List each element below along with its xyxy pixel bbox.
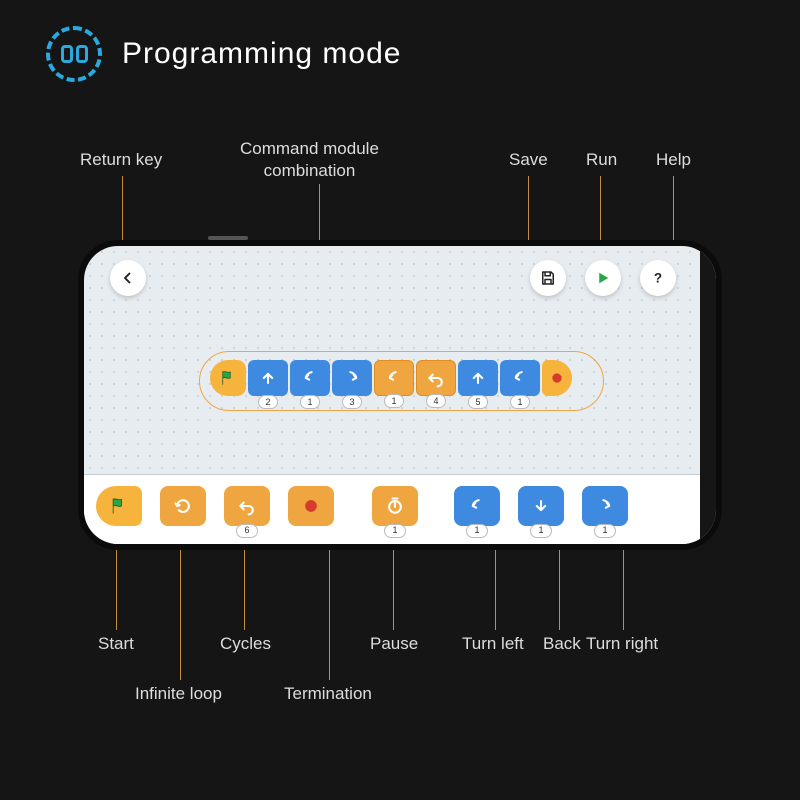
callout-turn-right: Turn right	[586, 634, 658, 654]
sequence-block-2[interactable]: 3	[332, 360, 372, 396]
callout-back: Back	[543, 634, 581, 654]
palette-block-down[interactable]: 1	[518, 486, 564, 526]
phone-frame: ? 2131451 61111	[78, 240, 722, 550]
sequence-block-3[interactable]: 1	[374, 360, 414, 396]
palette-block-left[interactable]: 1	[454, 486, 500, 526]
callout-save: Save	[509, 150, 548, 170]
header: Programming mode	[46, 26, 401, 82]
sequence-start-block[interactable]	[210, 360, 246, 396]
palette-block-stop[interactable]	[288, 486, 334, 526]
run-button[interactable]	[585, 260, 621, 296]
command-sequence[interactable]: 2131451	[199, 351, 604, 411]
sequence-end-block[interactable]	[542, 360, 572, 396]
callout-help: Help	[656, 150, 691, 170]
sequence-block-4[interactable]: 4	[416, 360, 456, 396]
phone-screen: ? 2131451 61111	[84, 246, 716, 544]
sequence-block-5[interactable]: 5	[458, 360, 498, 396]
sequence-block-6[interactable]: 1	[500, 360, 540, 396]
callout-return-key: Return key	[80, 150, 162, 170]
palette-block-flag[interactable]	[96, 486, 142, 526]
svg-text:?: ?	[654, 271, 662, 286]
palette-block-right[interactable]: 1	[582, 486, 628, 526]
return-button[interactable]	[110, 260, 146, 296]
page-title: Programming mode	[122, 37, 401, 71]
callout-cycles: Cycles	[220, 634, 271, 654]
save-button[interactable]	[530, 260, 566, 296]
callout-start: Start	[98, 634, 134, 654]
palette-block-timer[interactable]: 1	[372, 486, 418, 526]
callout-turn-left: Turn left	[462, 634, 524, 654]
sequence-block-0[interactable]: 2	[248, 360, 288, 396]
palette-block-undo[interactable]: 6	[224, 486, 270, 526]
chain-icon	[46, 26, 102, 82]
sequence-block-1[interactable]: 1	[290, 360, 330, 396]
block-palette: 61111	[84, 474, 700, 544]
callout-pause: Pause	[370, 634, 418, 654]
callout-termination: Termination	[284, 684, 372, 704]
palette-block-loop[interactable]	[160, 486, 206, 526]
callout-infinite-loop: Infinite loop	[135, 684, 222, 704]
callout-run: Run	[586, 150, 617, 170]
help-button[interactable]: ?	[640, 260, 676, 296]
callout-command-module: Command module combination	[240, 138, 379, 182]
